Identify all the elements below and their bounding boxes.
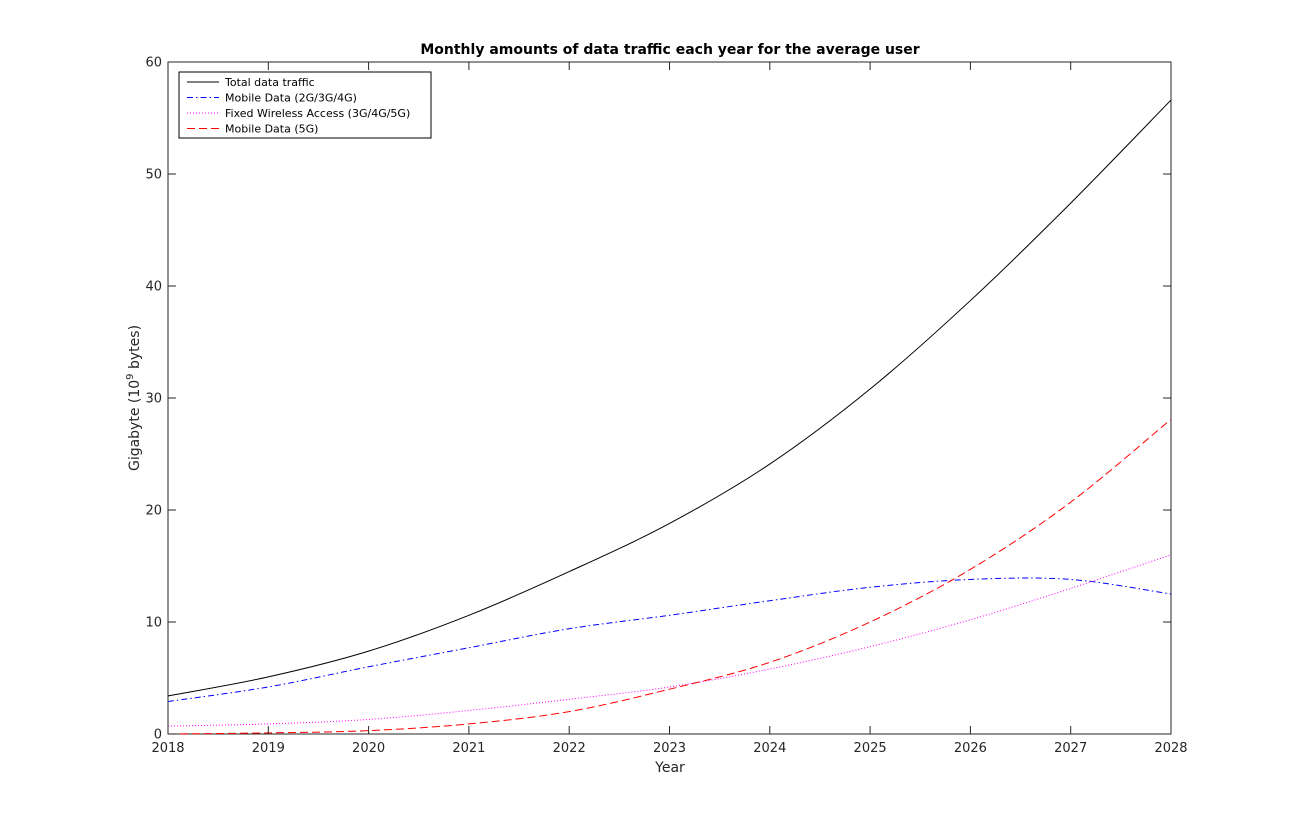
x-tick-label: 2021 [452,741,485,756]
x-axis-label: Year [654,760,685,776]
y-tick-label: 30 [145,392,162,407]
legend: Total data traffic Mobile Data (2G/3G/4G)… [178,71,432,139]
y-tick-label: 20 [145,504,162,519]
x-tick-label: 2025 [854,741,887,756]
x-tick-label: 2019 [252,741,285,756]
y-tick-label: 0 [154,728,162,743]
x-tick-label: 2020 [352,741,385,756]
y-axis-label-exponent: 9 [125,373,136,379]
x-tick-label: 2022 [553,741,586,756]
series-line-mobile-data-5g [167,418,1172,735]
y-axis-label-main: Gigabyte (10 [127,380,143,471]
x-tick-label: 2023 [653,741,686,756]
series-line-fixed-wireless-access-3g-4g-5g [167,554,1172,727]
plot-area: 2018 2019 2020 2021 2022 2023 2024 2025 2026 2027… [145,56,1187,757]
legend-label-total-data-traffic: Total data traffic [224,76,315,89]
x-tick-label: 2026 [954,741,987,756]
y-tick-label: 40 [145,280,162,295]
x-tick-label: 2028 [1154,741,1187,756]
legend-label-mobile-data-2g-3g-4g: Mobile Data (2G/3G/4G) [225,92,357,105]
series-line-mobile-data-2g-3g-4g [167,577,1172,703]
series-layer [167,99,1172,735]
ticks-layer: 2018 2019 2020 2021 2022 2023 2024 2025 2026 2027… [145,56,1187,757]
y-tick-label: 50 [145,168,162,183]
y-tick-label: 10 [145,616,162,631]
x-tick-label: 2027 [1054,741,1087,756]
y-axis-label: Gigabyte (109 bytes) [125,325,143,471]
x-tick-label: 2024 [753,741,786,756]
chart-title: Monthly amounts of data traffic each yea… [420,42,919,58]
y-axis-label-suffix: bytes) [127,325,143,373]
series-line-total-data-traffic [167,99,1172,697]
legend-box [178,71,432,139]
legend-items: Total data traffic Mobile Data (2G/3G/4G)… [187,76,410,136]
legend-label-fixed-wireless-access-3g-4g-5g: Fixed Wireless Access (3G/4G/5G) [225,107,410,120]
x-tick-label: 2018 [151,741,184,756]
axes-box [167,61,1172,735]
y-tick-label: 60 [145,56,162,71]
legend-label-mobile-data-5g: Mobile Data (5G) [225,123,318,136]
